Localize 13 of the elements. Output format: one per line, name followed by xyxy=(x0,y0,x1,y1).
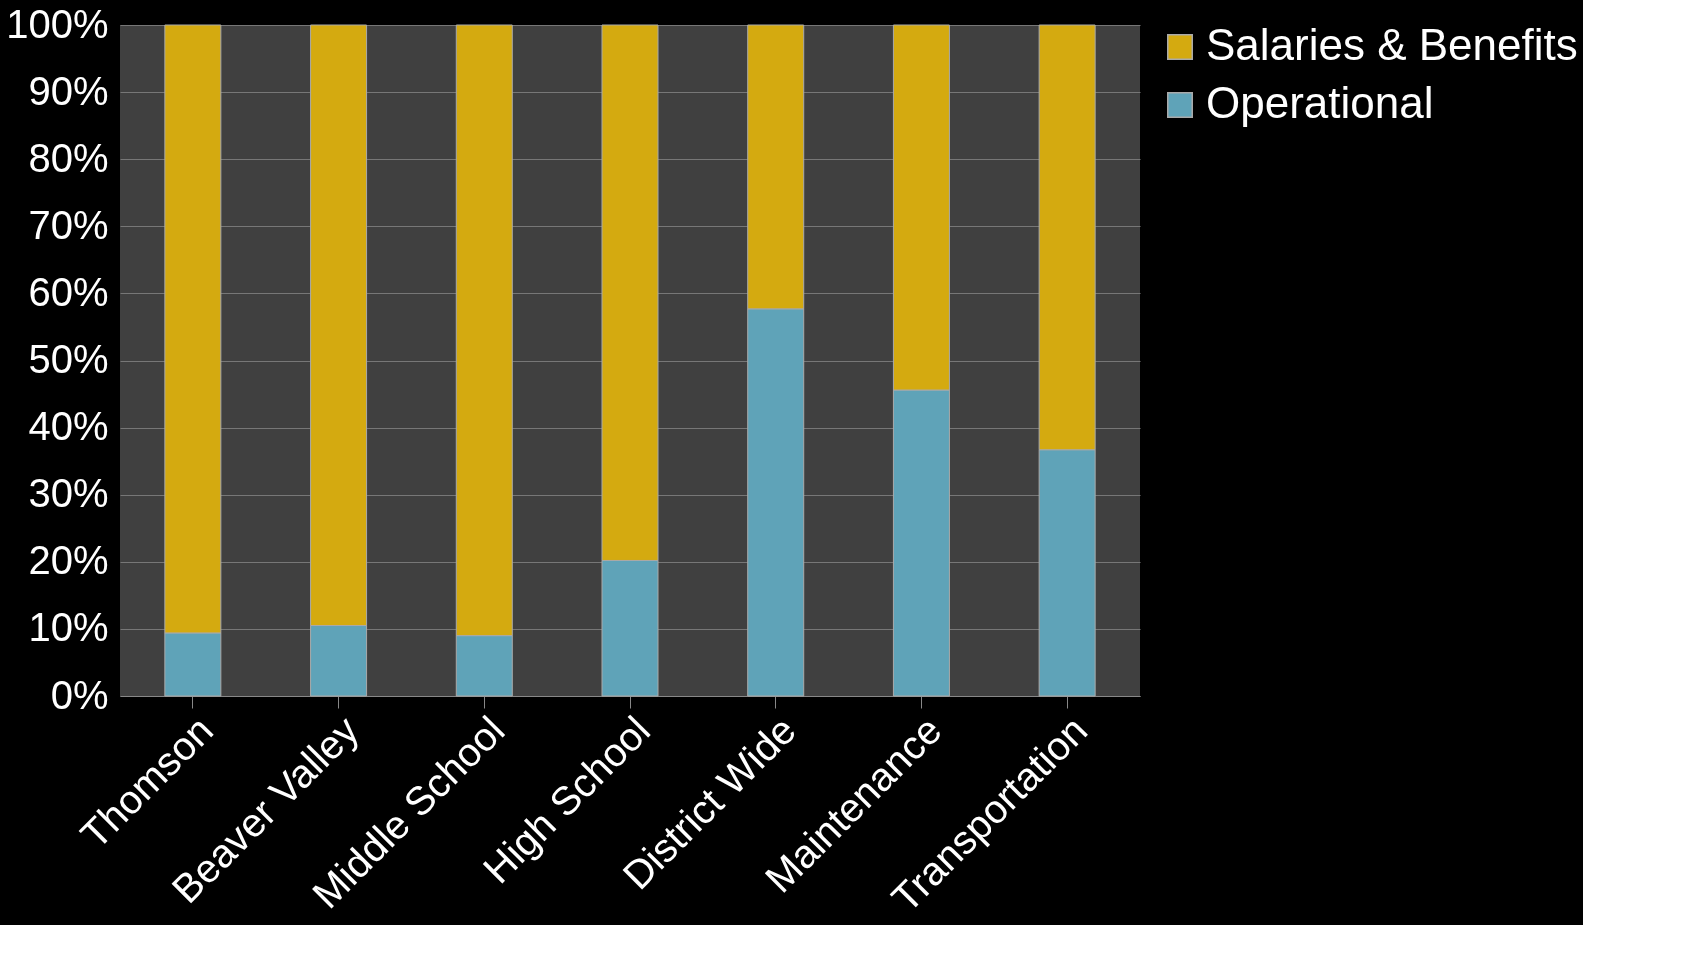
y-tick-label: 50% xyxy=(28,337,109,381)
y-tick-label: 10% xyxy=(28,605,109,650)
legend-label: Salaries & Benefits xyxy=(1206,20,1578,69)
y-tick-label: 60% xyxy=(28,269,109,314)
y-tick-label: 100% xyxy=(6,1,109,46)
legend-label: Operational xyxy=(1206,78,1434,127)
y-tick-label: 80% xyxy=(28,135,109,180)
y-tick-label: 0% xyxy=(50,672,109,717)
y-tick-label: 40% xyxy=(28,404,109,449)
y-tick-label: 70% xyxy=(28,202,109,247)
y-tick-label: 30% xyxy=(28,471,109,516)
y-tick-label: 20% xyxy=(28,538,109,583)
y-tick-label: 90% xyxy=(28,68,109,113)
